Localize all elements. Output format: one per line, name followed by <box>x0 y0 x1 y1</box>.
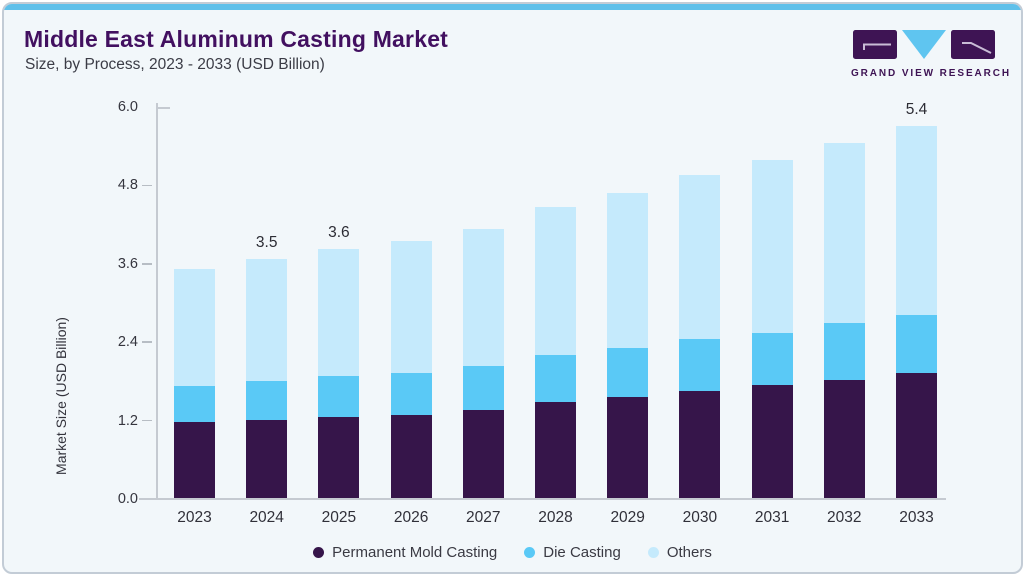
y-axis-tick-label: 3.6 <box>117 255 138 272</box>
bar-segment <box>823 322 865 380</box>
bar-segment <box>462 409 504 498</box>
bar-segment <box>174 385 215 423</box>
bar-segment <box>174 422 215 498</box>
bar-segment <box>535 401 576 498</box>
bar-segment <box>390 415 432 498</box>
x-axis-year-label: 2023 <box>177 509 212 526</box>
bar-segment <box>896 373 937 498</box>
y-axis-top-tick <box>156 107 170 109</box>
bar-segment <box>535 354 576 402</box>
bar-segment <box>246 419 288 498</box>
x-axis-line <box>139 498 946 500</box>
legend-dot-icon <box>313 547 325 558</box>
x-axis-year-label: 2031 <box>754 509 790 526</box>
legend-dot-icon <box>524 547 536 558</box>
y-axis-tick <box>142 263 152 265</box>
y-axis-tick-label: 6.0 <box>117 99 138 115</box>
bar-segment <box>607 397 649 498</box>
bar-segment <box>896 125 937 316</box>
bar-segment <box>462 366 504 410</box>
x-axis-year-label: 2030 <box>682 509 718 526</box>
x-axis-year-label: 2024 <box>249 509 284 526</box>
bar-segment <box>751 384 793 498</box>
bar-segment <box>318 375 360 417</box>
y-axis-title: Market Size (USD Billion) <box>53 317 69 475</box>
y-axis-tick <box>142 184 152 187</box>
bar-segment <box>679 175 721 339</box>
x-axis-year-label: 2026 <box>393 509 429 526</box>
y-axis-tick <box>142 419 152 422</box>
y-axis-line <box>156 103 158 500</box>
bar-value-label: 5.4 <box>905 100 928 118</box>
legend-label: Others <box>666 544 712 561</box>
grand-view-research-logo: GRAND VIEW RESEARCH <box>851 30 1011 79</box>
x-axis-year-label: 2025 <box>321 509 357 526</box>
legend-label: Die Casting <box>543 544 621 561</box>
legend-dot-icon <box>647 547 659 558</box>
bar-segment <box>679 390 721 498</box>
bar-segment <box>607 192 649 348</box>
bar-segment <box>246 381 288 420</box>
bar-segment <box>318 249 360 376</box>
bar-segment <box>896 315 937 374</box>
x-axis-year-label: 2028 <box>538 509 573 526</box>
bar-segment <box>535 207 576 355</box>
bar-segment <box>751 160 793 333</box>
y-axis-tick-label: 4.8 <box>117 177 138 194</box>
y-axis-tick <box>142 341 152 343</box>
bar-segment <box>607 347 649 398</box>
chart-subtitle: Size, by Process, 2023 - 2033 (USD Billi… <box>25 56 325 73</box>
y-axis-tick-label: 2.4 <box>117 334 138 351</box>
x-axis-year-label: 2027 <box>466 509 501 526</box>
x-axis-year-label: 2033 <box>899 509 934 526</box>
bar-segment <box>390 241 432 373</box>
top-accent-bar <box>4 4 1021 10</box>
bar-segment <box>390 372 432 416</box>
gvr-logo-icon <box>853 30 995 59</box>
bar-segment <box>246 258 288 382</box>
bar-segment <box>751 332 793 385</box>
chart-legend: Permanent Mold Casting Die Casting Others <box>4 544 1021 561</box>
x-axis-year-label: 2029 <box>610 509 645 526</box>
y-axis-tick-label: 1.2 <box>117 412 138 429</box>
bar-segment <box>462 228 504 367</box>
logo-wordmark: GRAND VIEW RESEARCH <box>851 68 1011 79</box>
page-title: Middle East Aluminum Casting Market <box>24 26 449 52</box>
bar-value-label: 3.5 <box>255 233 278 251</box>
bar-segment <box>174 269 215 386</box>
y-axis-tick-label: 0.0 <box>117 491 138 507</box>
x-axis-year-label: 2032 <box>827 509 862 526</box>
legend-item: Permanent Mold Casting <box>313 544 497 561</box>
bar-segment <box>823 143 865 323</box>
legend-item: Die Casting <box>524 544 621 561</box>
bar-segment <box>679 338 721 391</box>
bar-segment <box>823 379 865 498</box>
bar-value-label: 3.6 <box>328 224 350 242</box>
bar-segment <box>318 417 360 498</box>
legend-label: Permanent Mold Casting <box>332 544 498 561</box>
legend-item: Others <box>647 544 712 561</box>
stacked-bar-chart: Market Size (USD Billion) 0.0 1.2 2.4 3.6 4.… <box>53 99 948 526</box>
